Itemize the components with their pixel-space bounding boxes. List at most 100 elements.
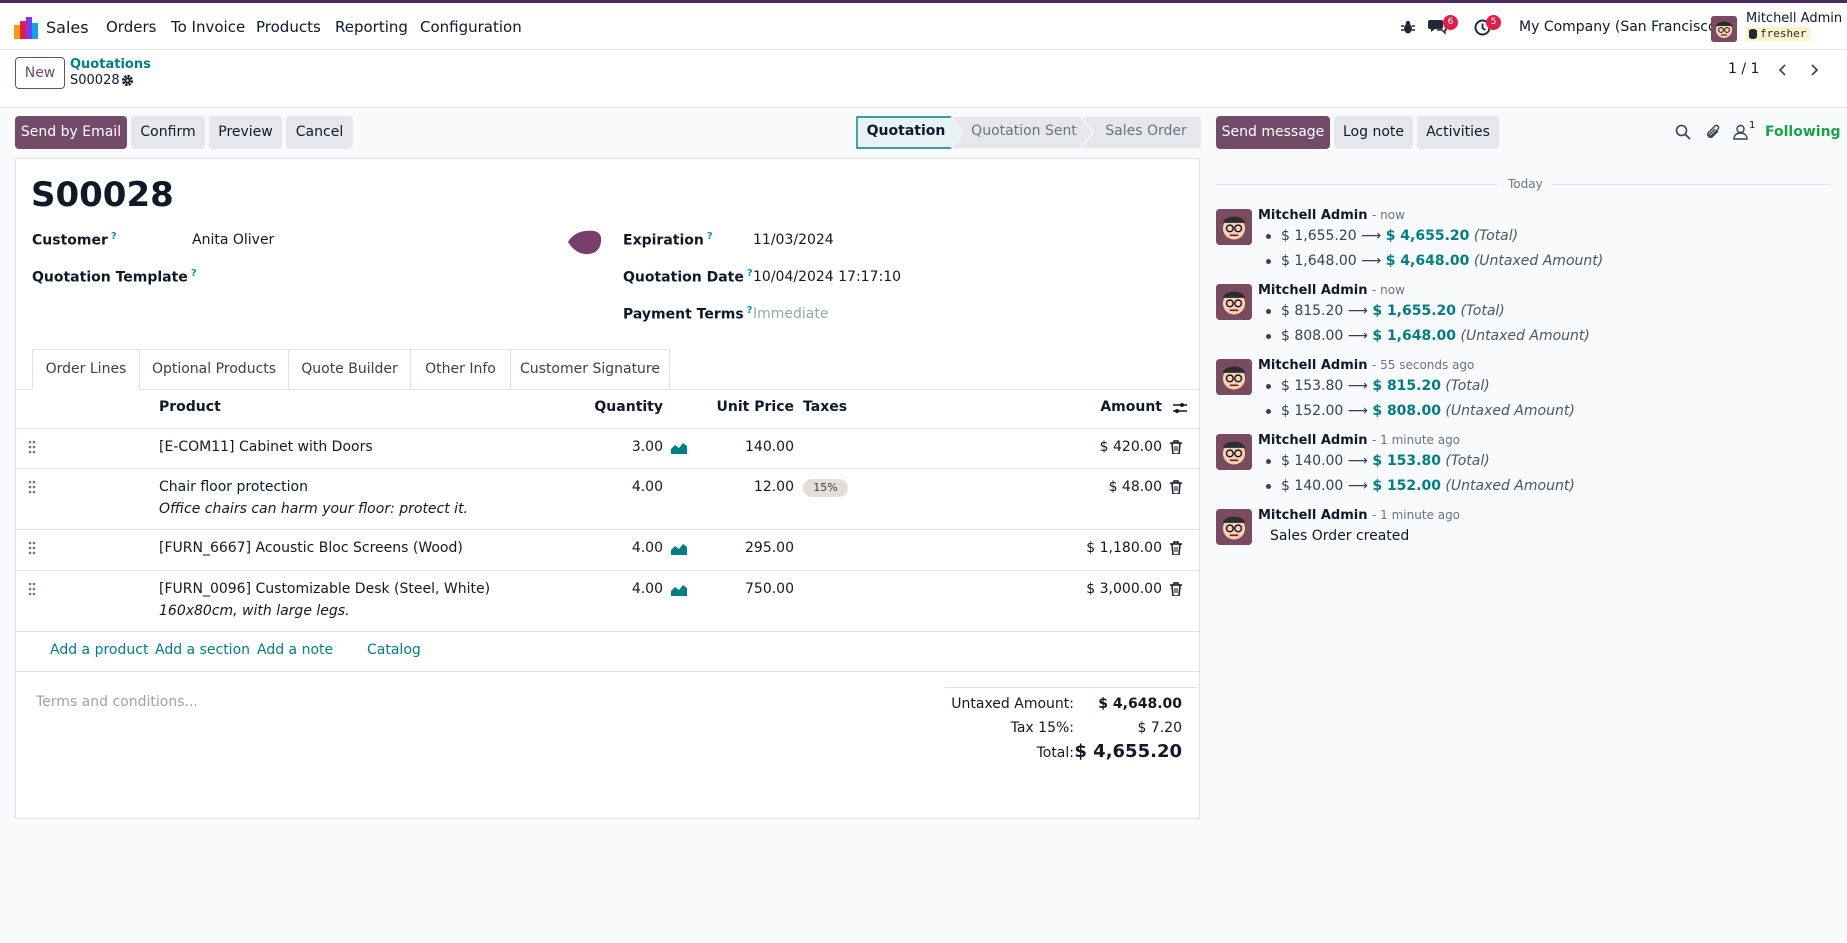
line-product[interactable]: [FURN_6667] Acoustic Bloc Screens (Wood) xyxy=(159,540,463,556)
cancel-button[interactable]: Cancel xyxy=(286,116,353,149)
trash-icon[interactable] xyxy=(1170,480,1182,494)
column-taxes[interactable]: Taxes xyxy=(803,399,848,415)
tab-other-info[interactable]: Other Info xyxy=(411,349,511,389)
line-unit-price[interactable]: 140.00 xyxy=(745,439,794,455)
stage-sales-order[interactable]: Sales Order xyxy=(1105,123,1187,139)
activities-button[interactable]: Activities xyxy=(1417,116,1499,149)
send-message-button[interactable]: Send message xyxy=(1216,116,1330,149)
payment-terms-label: Payment Terms? xyxy=(623,305,753,323)
line-unit-price[interactable]: 12.00 xyxy=(753,479,794,495)
menu-to-invoice[interactable]: To Invoice xyxy=(171,18,246,36)
row-divider xyxy=(16,631,1199,632)
quotation-template-field[interactable] xyxy=(192,266,552,288)
tracking-change: $ 153.80 ⟶ $ 815.20 (Total) xyxy=(1266,378,1490,394)
message-avatar[interactable] xyxy=(1216,359,1252,395)
breadcrumb-current: S00028 xyxy=(70,73,120,88)
optional-columns-toggle-icon[interactable] xyxy=(1172,400,1188,416)
confirm-button[interactable]: Confirm xyxy=(131,116,205,149)
followers-user-icon[interactable] xyxy=(1733,124,1748,140)
line-unit-price[interactable]: 750.00 xyxy=(745,581,794,597)
quotation-name[interactable]: S00028 xyxy=(31,175,174,215)
following-button[interactable]: Following xyxy=(1765,124,1841,140)
log-note-button[interactable]: Log note xyxy=(1334,116,1413,149)
column-product[interactable]: Product xyxy=(159,399,221,415)
menu-products[interactable]: Products xyxy=(256,18,321,36)
column-amount[interactable]: Amount xyxy=(1100,399,1162,415)
line-product[interactable]: [FURN_0096] Customizable Desk (Steel, Wh… xyxy=(159,581,491,597)
stage-quotation[interactable]: Quotation xyxy=(866,123,946,139)
app-name[interactable]: Sales xyxy=(46,18,89,37)
company-switcher[interactable]: My Company (San Francisco) xyxy=(1519,19,1722,35)
send-by-email-button[interactable]: Send by Email xyxy=(15,116,127,149)
avatar-face-icon xyxy=(1216,359,1252,395)
tab-customer-signature[interactable]: Customer Signature xyxy=(511,349,670,389)
customer-avatar-shape-icon xyxy=(568,230,602,255)
tax-badge[interactable]: 15% xyxy=(803,479,848,497)
forecast-chart-icon[interactable] xyxy=(671,542,687,555)
customer-field[interactable]: Anita Oliver xyxy=(192,232,275,248)
column-unit-price[interactable]: Unit Price xyxy=(716,399,794,415)
line-quantity[interactable]: 4.00 xyxy=(631,581,663,597)
line-amount: $ 420.00 xyxy=(1099,439,1162,455)
customer-label: Customer? xyxy=(32,231,117,249)
tab-optional-products[interactable]: Optional Products xyxy=(140,349,289,389)
message-avatar[interactable] xyxy=(1216,209,1252,245)
date-separator: Today xyxy=(1508,177,1543,191)
row-divider xyxy=(16,529,1199,530)
new-button[interactable]: New xyxy=(15,57,65,89)
add-section-link[interactable]: Add a section xyxy=(155,642,251,658)
trash-icon[interactable] xyxy=(1170,582,1182,596)
forecast-chart-icon[interactable] xyxy=(671,441,687,454)
tax-label: Tax 15%: xyxy=(1010,720,1074,736)
expiration-field[interactable]: 11/03/2024 xyxy=(753,232,834,248)
user-avatar[interactable] xyxy=(1711,16,1737,42)
tab-order-lines[interactable]: Order Lines xyxy=(32,349,140,390)
drag-handle-icon[interactable] xyxy=(28,480,36,494)
message-avatar[interactable] xyxy=(1216,434,1252,470)
line-product[interactable]: Chair floor protection xyxy=(159,479,308,495)
message-avatar[interactable] xyxy=(1216,284,1252,320)
tab-quote-builder[interactable]: Quote Builder xyxy=(289,349,411,389)
column-quantity[interactable]: Quantity xyxy=(594,399,663,415)
row-divider xyxy=(16,570,1199,571)
add-product-link[interactable]: Add a product xyxy=(50,642,149,658)
preview-button[interactable]: Preview xyxy=(209,116,282,149)
menu-configuration[interactable]: Configuration xyxy=(420,18,522,36)
line-unit-price[interactable]: 295.00 xyxy=(745,540,794,556)
drag-handle-icon[interactable] xyxy=(28,541,36,555)
pager-next-icon[interactable] xyxy=(1803,58,1825,82)
forecast-chart-icon[interactable] xyxy=(671,583,687,596)
line-description[interactable]: 160x80cm, with large legs. xyxy=(159,603,350,619)
line-quantity[interactable]: 4.00 xyxy=(631,479,663,495)
line-description[interactable]: Office chairs can harm your floor: prote… xyxy=(159,501,469,517)
add-note-link[interactable]: Add a note xyxy=(257,642,334,658)
line-quantity[interactable]: 4.00 xyxy=(631,540,663,556)
user-name[interactable]: Mitchell Admin xyxy=(1746,11,1843,26)
paperclip-icon[interactable] xyxy=(1705,123,1721,140)
menu-orders[interactable]: Orders xyxy=(106,18,157,36)
gear-icon[interactable] xyxy=(121,74,134,87)
tracking-change: $ 808.00 ⟶ $ 1,648.00 (Untaxed Amount) xyxy=(1266,328,1590,344)
line-product[interactable]: [E-COM11] Cabinet with Doors xyxy=(159,439,373,455)
search-icon[interactable] xyxy=(1675,124,1691,140)
stage-quotation-sent[interactable]: Quotation Sent xyxy=(971,123,1077,139)
message-avatar[interactable] xyxy=(1216,509,1252,545)
payment-terms-field[interactable]: Immediate xyxy=(753,306,829,322)
drag-handle-icon[interactable] xyxy=(28,582,36,596)
breadcrumb-quotations[interactable]: Quotations xyxy=(70,57,151,72)
terms-conditions-input[interactable]: Terms and conditions... xyxy=(36,694,198,710)
odoo-apps-logo-icon[interactable] xyxy=(14,17,38,39)
pager-previous-icon[interactable] xyxy=(1772,58,1794,82)
bug-debug-icon[interactable] xyxy=(1400,19,1416,35)
date-separator-line-right xyxy=(1552,184,1830,185)
drag-handle-icon[interactable] xyxy=(28,440,36,454)
catalog-link[interactable]: Catalog xyxy=(367,642,421,658)
line-quantity[interactable]: 3.00 xyxy=(631,439,663,455)
pager-value[interactable]: 1 / 1 xyxy=(1728,61,1760,77)
quotation-date-field[interactable]: 10/04/2024 17:17:10 xyxy=(753,269,902,285)
menu-reporting[interactable]: Reporting xyxy=(335,18,408,36)
statusbar-arrows xyxy=(856,116,1201,149)
tracking-change: $ 152.00 ⟶ $ 808.00 (Untaxed Amount) xyxy=(1266,403,1575,419)
trash-icon[interactable] xyxy=(1170,541,1182,555)
trash-icon[interactable] xyxy=(1170,440,1182,454)
